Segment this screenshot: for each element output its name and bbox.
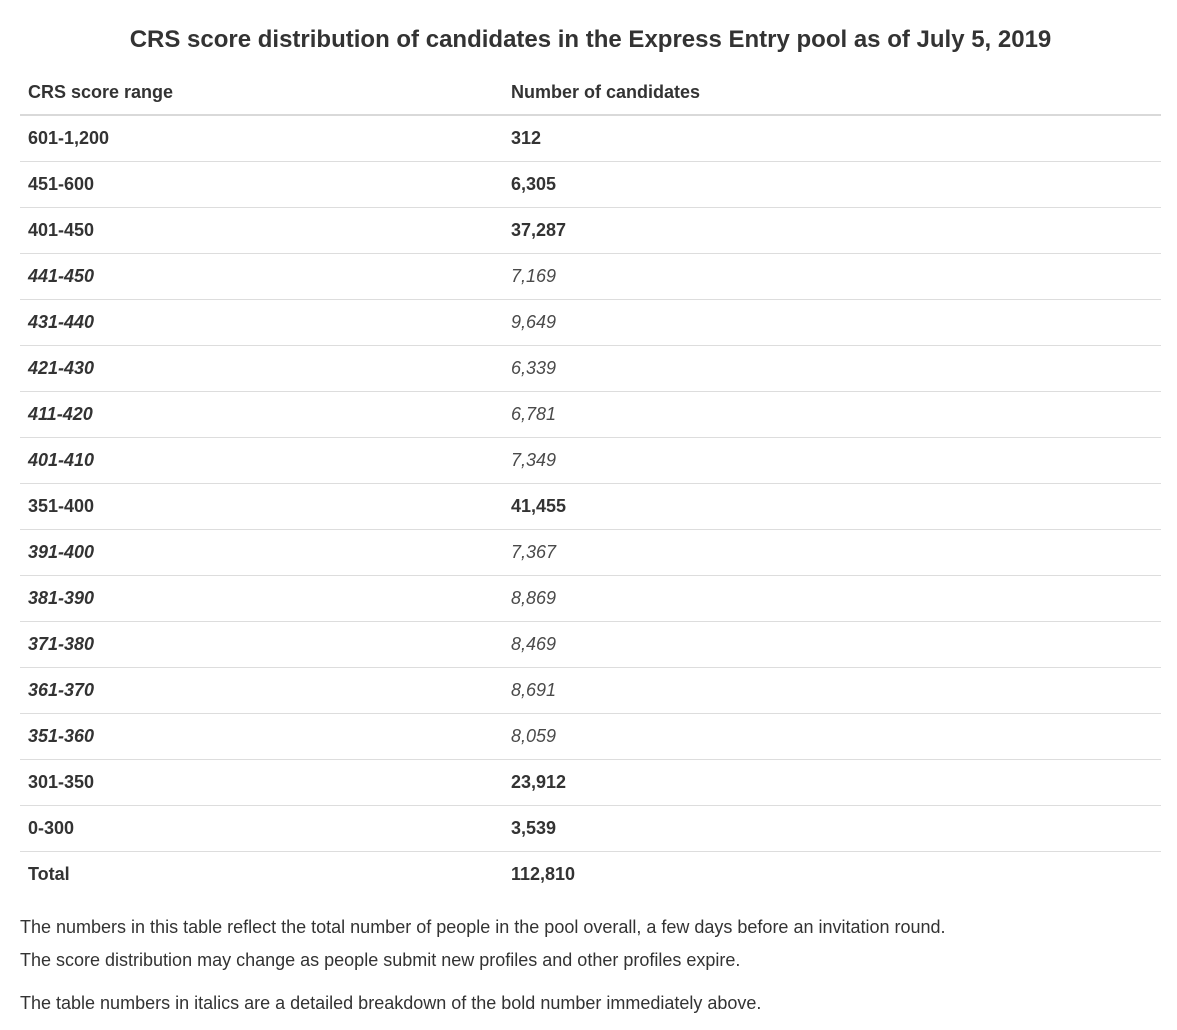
table-row: 351-360 8,059 xyxy=(20,713,1161,760)
table-row: 401-450 37,287 xyxy=(20,207,1161,254)
table-row: 431-440 9,649 xyxy=(20,299,1161,346)
table-row: 401-410 7,349 xyxy=(20,437,1161,484)
candidate-count-cell: 8,469 xyxy=(503,621,1161,668)
score-range-cell: 371-380 xyxy=(20,621,503,668)
score-range-cell: 601-1,200 xyxy=(20,115,503,162)
candidate-count-cell: 6,339 xyxy=(503,345,1161,392)
candidate-count-cell: 23,912 xyxy=(503,759,1161,806)
score-range-cell: 301-350 xyxy=(20,759,503,806)
candidate-count-cell: 7,367 xyxy=(503,529,1161,576)
candidate-count-cell: 6,305 xyxy=(503,161,1161,208)
candidate-count-cell: 8,869 xyxy=(503,575,1161,622)
score-range-cell: 421-430 xyxy=(20,345,503,392)
header-number-of-candidates: Number of candidates xyxy=(503,62,1161,116)
table-row: 0-300 3,539 xyxy=(20,805,1161,852)
table-row: 361-370 8,691 xyxy=(20,667,1161,714)
table-caption: CRS score distribution of candidates in … xyxy=(129,26,1052,53)
candidate-count-cell: 37,287 xyxy=(503,207,1161,254)
candidate-count-cell: 6,781 xyxy=(503,391,1161,438)
candidate-count-cell: 8,059 xyxy=(503,713,1161,760)
table-total-row: Total 112,810 xyxy=(20,852,1161,898)
score-range-cell: 431-440 xyxy=(20,299,503,346)
candidate-count-cell: 7,169 xyxy=(503,253,1161,300)
candidate-count-cell: 8,691 xyxy=(503,667,1161,714)
table-row: 601-1,200 312 xyxy=(20,115,1161,162)
table-row: 351-400 41,455 xyxy=(20,483,1161,530)
header-crs-score-range: CRS score range xyxy=(20,62,503,116)
candidate-count-cell: 3,539 xyxy=(503,805,1161,852)
score-range-cell: 0-300 xyxy=(20,805,503,852)
table-row: 391-400 7,367 xyxy=(20,529,1161,576)
score-range-cell: 401-410 xyxy=(20,437,503,484)
crs-distribution-table: CRS score range Number of candidates 601… xyxy=(20,62,1161,897)
score-range-cell: 351-400 xyxy=(20,483,503,530)
total-count-cell: 112,810 xyxy=(511,864,576,884)
score-range-cell: 361-370 xyxy=(20,667,503,714)
table-notes: The numbers in this table reflect the to… xyxy=(20,911,1161,1020)
score-range-cell: 381-390 xyxy=(20,575,503,622)
note-paragraph: The numbers in this table reflect the to… xyxy=(20,911,1161,977)
table-row: 381-390 8,869 xyxy=(20,575,1161,622)
note-line: The numbers in this table reflect the to… xyxy=(20,917,946,937)
candidate-count-cell: 9,649 xyxy=(503,299,1161,346)
score-range-cell: 391-400 xyxy=(20,529,503,576)
score-range-cell: 411-420 xyxy=(20,391,503,438)
candidate-count-cell: 7,349 xyxy=(503,437,1161,484)
score-range-cell: 441-450 xyxy=(20,253,503,300)
table-row: 451-600 6,305 xyxy=(20,161,1161,208)
table-row: 421-430 6,339 xyxy=(20,345,1161,392)
score-range-cell: 351-360 xyxy=(20,713,503,760)
note-line: The score distribution may change as peo… xyxy=(20,950,741,970)
note-italics-explanation: The table numbers in italics are a detai… xyxy=(20,993,762,1013)
table-row: 371-380 8,469 xyxy=(20,621,1161,668)
table-row: 411-420 6,781 xyxy=(20,391,1161,438)
table-row: 301-350 23,912 xyxy=(20,759,1161,806)
score-range-cell: 451-600 xyxy=(20,161,503,208)
page-content: CRS score distribution of candidates in … xyxy=(20,0,1161,1020)
table-row: 441-450 7,169 xyxy=(20,253,1161,300)
total-label-cell: Total xyxy=(28,864,70,884)
candidate-count-cell: 41,455 xyxy=(503,483,1161,530)
table-header-row: CRS score range Number of candidates xyxy=(20,62,1161,116)
candidate-count-cell: 312 xyxy=(503,115,1161,162)
score-range-cell: 401-450 xyxy=(20,207,503,254)
